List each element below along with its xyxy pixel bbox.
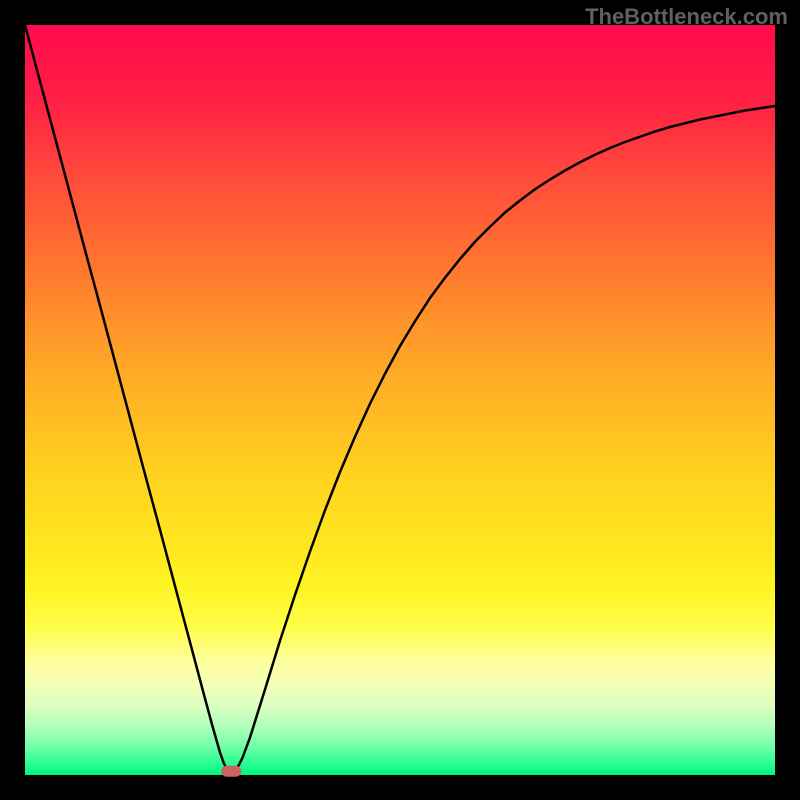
minimum-marker: [25, 25, 775, 775]
plot-area: [25, 25, 775, 775]
chart-outer-frame: TheBottleneck.com: [0, 0, 800, 800]
marker-pill: [221, 766, 241, 777]
watermark-text: TheBottleneck.com: [585, 4, 788, 30]
